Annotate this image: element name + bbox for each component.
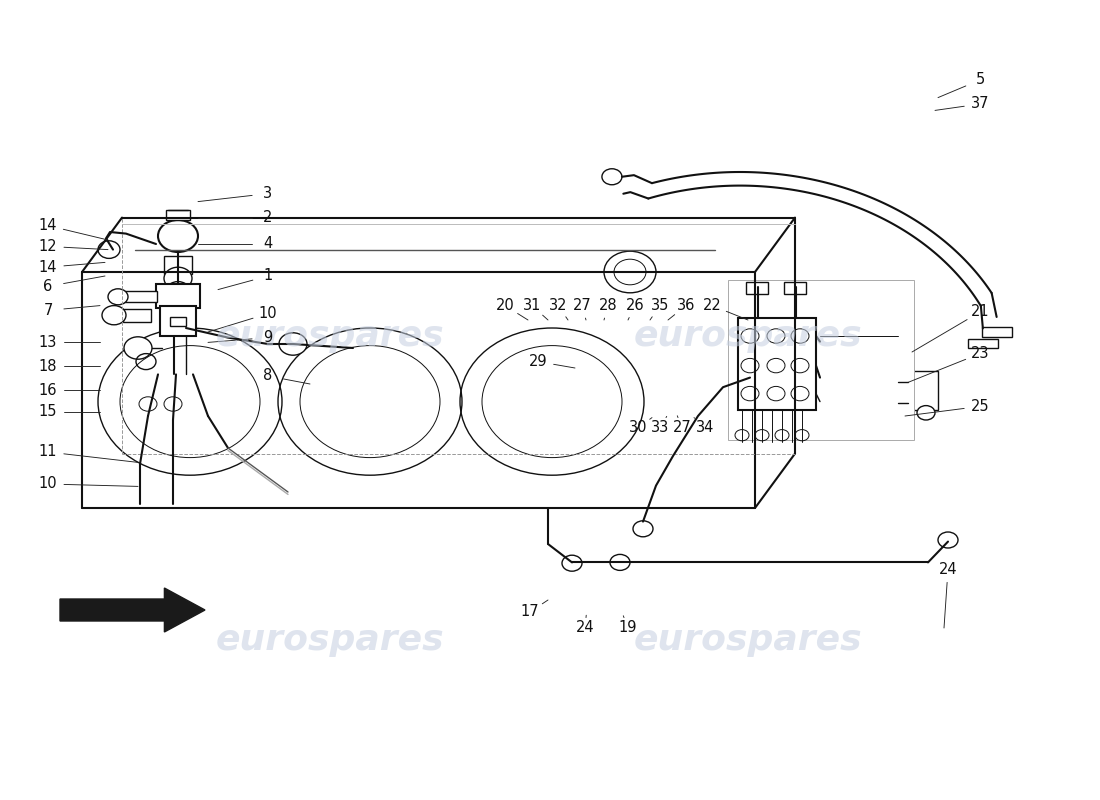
Bar xyxy=(123,291,157,302)
Bar xyxy=(784,282,806,294)
Text: 34: 34 xyxy=(696,421,714,435)
Text: 3: 3 xyxy=(263,186,273,201)
Text: 9: 9 xyxy=(263,330,273,345)
Circle shape xyxy=(917,406,935,420)
Text: 11: 11 xyxy=(39,445,57,459)
Circle shape xyxy=(108,289,128,305)
Text: eurospares: eurospares xyxy=(634,319,862,353)
Circle shape xyxy=(279,333,307,355)
Text: 25: 25 xyxy=(970,399,989,414)
Text: 18: 18 xyxy=(39,359,57,374)
Text: 31: 31 xyxy=(522,298,541,313)
Text: 28: 28 xyxy=(598,298,617,313)
Circle shape xyxy=(166,282,190,301)
Text: eurospares: eurospares xyxy=(216,623,444,657)
Text: 24: 24 xyxy=(938,562,957,577)
Text: 20: 20 xyxy=(496,298,515,313)
Text: 5: 5 xyxy=(976,73,984,87)
Text: 33: 33 xyxy=(651,421,669,435)
Text: 30: 30 xyxy=(629,421,647,435)
Text: 17: 17 xyxy=(520,605,539,619)
Text: 27: 27 xyxy=(573,298,592,313)
Bar xyxy=(820,314,898,418)
Bar xyxy=(160,306,196,336)
Circle shape xyxy=(602,169,621,185)
Text: 26: 26 xyxy=(626,298,645,313)
Bar xyxy=(164,256,192,274)
Text: 35: 35 xyxy=(651,298,669,313)
Text: 29: 29 xyxy=(529,354,548,369)
Text: 6: 6 xyxy=(43,279,53,294)
Text: 27: 27 xyxy=(672,421,692,435)
Text: 1: 1 xyxy=(263,269,273,283)
Circle shape xyxy=(562,555,582,571)
Bar xyxy=(728,280,914,440)
Text: 14: 14 xyxy=(39,260,57,274)
Circle shape xyxy=(102,306,126,325)
Circle shape xyxy=(610,554,630,570)
Circle shape xyxy=(632,521,653,537)
Text: 36: 36 xyxy=(676,298,695,313)
Text: 15: 15 xyxy=(39,405,57,419)
Text: 13: 13 xyxy=(39,335,57,350)
Text: 10: 10 xyxy=(39,477,57,491)
Bar xyxy=(156,284,200,308)
Circle shape xyxy=(938,532,958,548)
Circle shape xyxy=(98,241,120,258)
Text: 14: 14 xyxy=(39,218,57,233)
Text: 12: 12 xyxy=(39,239,57,254)
Bar xyxy=(123,309,151,322)
Text: 7: 7 xyxy=(43,303,53,318)
Bar xyxy=(166,210,190,220)
Circle shape xyxy=(124,337,152,359)
Bar xyxy=(738,318,816,410)
Text: 16: 16 xyxy=(39,383,57,398)
Bar xyxy=(968,339,998,349)
Text: 23: 23 xyxy=(970,346,989,361)
Text: 2: 2 xyxy=(263,210,273,225)
Text: eurospares: eurospares xyxy=(216,319,444,353)
Text: 37: 37 xyxy=(970,97,989,111)
Circle shape xyxy=(158,220,198,252)
Circle shape xyxy=(164,267,192,290)
Bar xyxy=(170,317,186,326)
Polygon shape xyxy=(60,588,205,632)
Bar xyxy=(908,371,938,410)
Bar xyxy=(746,282,768,294)
Text: 19: 19 xyxy=(618,621,637,635)
Text: 22: 22 xyxy=(703,298,722,313)
Text: eurospares: eurospares xyxy=(634,623,862,657)
Text: 10: 10 xyxy=(258,306,277,321)
Text: 21: 21 xyxy=(970,305,989,319)
Text: 24: 24 xyxy=(575,621,594,635)
Text: 4: 4 xyxy=(263,237,273,251)
Text: 32: 32 xyxy=(549,298,568,313)
Bar xyxy=(981,327,1012,337)
Text: 8: 8 xyxy=(263,369,273,383)
